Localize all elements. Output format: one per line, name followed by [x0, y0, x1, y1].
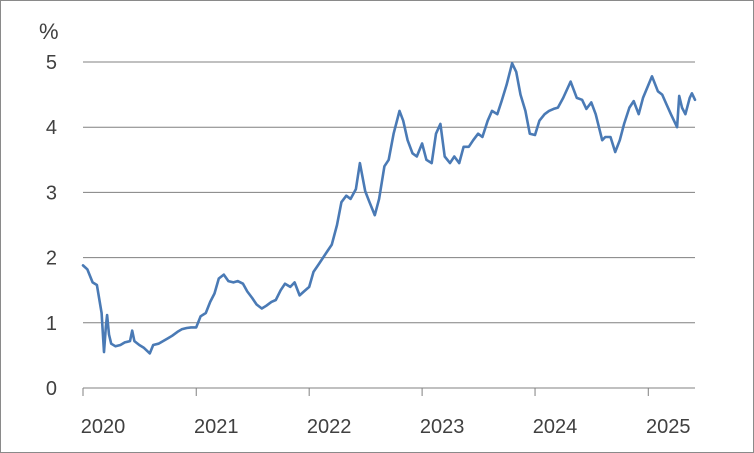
x-tick-label: 2022	[307, 416, 352, 438]
y-tick-label: 1	[46, 313, 57, 335]
y-tick-label: 3	[46, 182, 57, 204]
x-tick-label: 2025	[646, 416, 691, 438]
y-tick-label: 0	[46, 378, 57, 400]
x-tick-label: 2024	[533, 416, 578, 438]
y-axis-tick-labels: 0 1 2 3 4 5	[46, 52, 57, 400]
series-group	[81, 61, 697, 355]
x-tick-label: 2020	[81, 416, 126, 438]
y-tick-label: 2	[46, 248, 57, 270]
y-axis-unit-label: %	[39, 19, 59, 44]
x-tick-label: 2021	[194, 416, 239, 438]
y-tick-label: 4	[46, 117, 57, 139]
x-axis	[82, 387, 695, 396]
series-line-0	[81, 61, 697, 355]
y-tick-label: 5	[46, 52, 57, 74]
x-tick-label: 2023	[420, 416, 465, 438]
gridlines	[83, 61, 695, 324]
x-axis-tick-labels: 2020 2021 2022 2023 2024 2025	[81, 416, 691, 438]
